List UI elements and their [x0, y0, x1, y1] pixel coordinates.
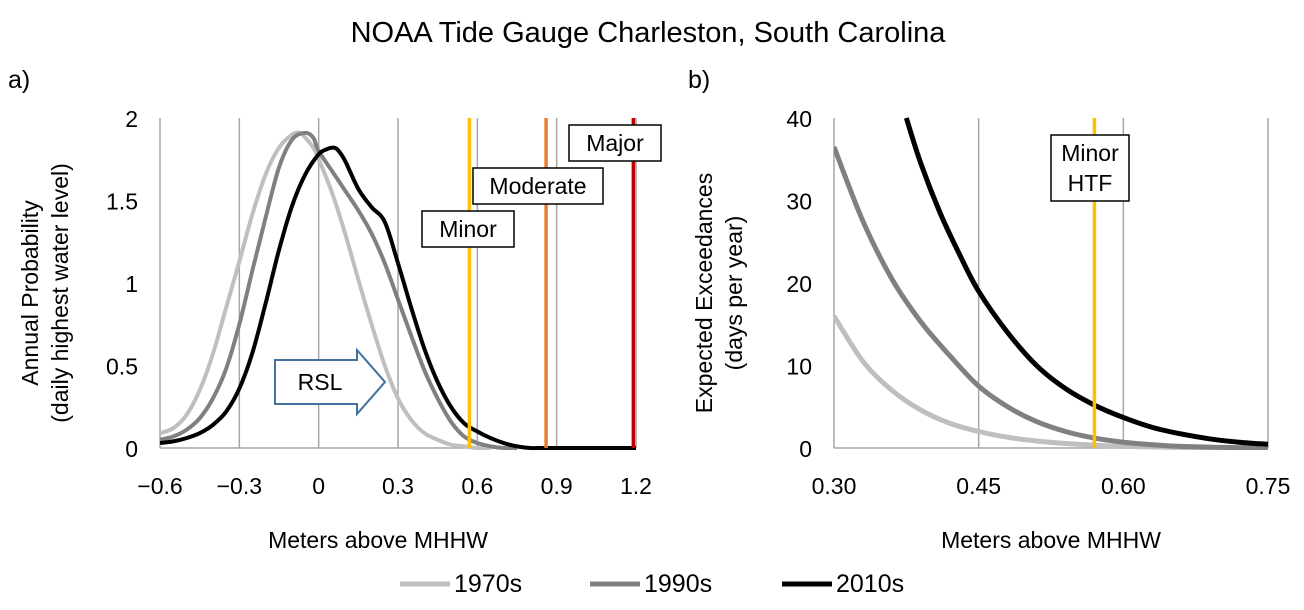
- legend-label: 1970s: [454, 570, 522, 598]
- panel-label: a): [8, 66, 30, 94]
- y-tick-label: 40: [786, 106, 812, 132]
- y-axis-label: Expected Exceedances: [691, 173, 717, 413]
- y-tick-label: 20: [786, 271, 812, 297]
- legend-item: 2010s: [782, 570, 904, 598]
- series-group: [834, 117, 1268, 450]
- threshold-label-box: [472, 167, 604, 205]
- threshold-label: Moderate: [489, 173, 586, 199]
- y-tick-label: 0.5: [106, 354, 138, 380]
- series-line-1990s: [834, 145, 1268, 450]
- legend-item: 1970s: [400, 570, 522, 598]
- x-tick-label: −0.3: [217, 473, 262, 499]
- x-axis-label: Meters above MHHW: [268, 527, 488, 553]
- series-line-1990s: [160, 130, 518, 450]
- y-tick-label: 1: [125, 271, 138, 297]
- panel-label: b): [688, 66, 710, 94]
- y-tick-label: 0: [799, 436, 812, 462]
- rsl-arrow-label: RSL: [298, 369, 343, 395]
- series-line-2010s: [160, 145, 636, 450]
- threshold-label-box: [568, 124, 662, 162]
- legend-label: 2010s: [836, 570, 904, 598]
- gridlines: [833, 118, 1269, 448]
- x-axis-label: Meters above MHHW: [941, 527, 1161, 553]
- y-axis-sublabel: (days per year): [721, 216, 747, 371]
- x-tick-label: 0: [312, 473, 325, 499]
- y-tick-label: 2: [125, 106, 138, 132]
- y-tick-label: 0: [125, 436, 138, 462]
- rsl-arrow: [274, 347, 387, 417]
- threshold-label-box: [421, 210, 515, 248]
- x-tick-label: 0.9: [541, 473, 573, 499]
- x-tick-label: 0.60: [1101, 473, 1146, 499]
- legend: 1970s 1990s 2010s: [400, 570, 904, 598]
- x-tick-label: 0.75: [1246, 473, 1291, 499]
- x-tick-label: 0.3: [382, 473, 414, 499]
- y-tick-label: 30: [786, 189, 812, 215]
- series-group: [160, 130, 636, 450]
- panel-a: a) −0.6 −0.3 0 0.3 0.6 0.9 1.2 0 0.5 1 1.5 2 Meters a…: [8, 66, 662, 553]
- threshold-label: Minor: [1061, 140, 1119, 166]
- y-tick-label: 10: [786, 354, 812, 380]
- figure-title: NOAA Tide Gauge Charleston, South Caroli…: [351, 17, 947, 49]
- x-tick-label: 1.2: [620, 473, 652, 499]
- y-tick-label: 1.5: [106, 189, 138, 215]
- legend-label: 1990s: [644, 570, 712, 598]
- threshold-label: HTF: [1068, 170, 1113, 196]
- x-tick-label: 0.30: [812, 473, 857, 499]
- x-tick-label: 0.6: [461, 473, 493, 499]
- threshold-label: Major: [586, 130, 644, 156]
- threshold-label: Minor: [439, 216, 497, 242]
- x-tick-label: 0.45: [956, 473, 1001, 499]
- y-axis-sublabel: (daily highest water level): [47, 163, 73, 423]
- panel-b: b) 0.30 0.45 0.60 0.75 0 10 20 30 40 Meters above …: [688, 66, 1290, 553]
- legend-item: 1990s: [590, 570, 712, 598]
- series-line-2010s: [903, 117, 1268, 447]
- y-axis-label: Annual Probability: [17, 200, 43, 386]
- x-tick-label: −0.6: [137, 473, 182, 499]
- threshold-label-box: [1050, 134, 1130, 202]
- series-line-1970s: [160, 130, 491, 450]
